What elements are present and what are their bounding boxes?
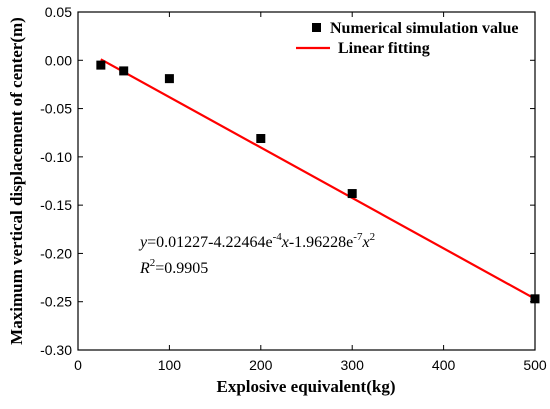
y-tick-label: -0.10	[40, 149, 72, 165]
y-axis-ticks: 0.05 0.00 -0.05 -0.10 -0.15 -0.20 -0.25 -0.30	[40, 4, 535, 358]
x-tick-label: 400	[432, 357, 456, 373]
eq-part1: =0.01227-4.22464e	[147, 234, 272, 251]
y-tick-label: -0.30	[40, 342, 72, 358]
y-tick-label: -0.05	[40, 101, 72, 117]
x-tick-label: 100	[158, 357, 182, 373]
linear-fitting-line	[100, 58, 536, 300]
y-tick-label: 0.05	[45, 4, 72, 20]
legend-label-numerical: Numerical simulation value	[330, 20, 518, 37]
eq-exp3: 2	[370, 231, 376, 243]
eq-x1: x	[281, 234, 289, 251]
y-tick-label: -0.20	[40, 245, 72, 261]
legend: Numerical simulation value Linear fittin…	[296, 20, 518, 57]
x-tick-label: 200	[249, 357, 273, 373]
x-axis-ticks: 0 100 200 300 400 500	[74, 12, 547, 373]
data-point	[347, 189, 357, 199]
x-tick-label: 300	[341, 357, 365, 373]
y-axis-title: Maximum vertical displacement of center(…	[7, 17, 26, 345]
data-point	[530, 294, 540, 304]
data-point	[164, 74, 174, 84]
x-tick-label: 500	[523, 357, 547, 373]
eq-exp1: -4	[273, 231, 283, 243]
x-tick-label: 0	[74, 357, 82, 373]
data-point	[256, 134, 266, 144]
eq-part2: -1.96228e	[289, 234, 353, 251]
y-tick-label: -0.15	[40, 197, 72, 213]
plot-frame	[77, 11, 536, 351]
y-tick-label: 0.00	[45, 52, 72, 68]
x-axis-title: Explosive equivalent(kg)	[217, 377, 396, 396]
numerical-simulation-markers	[96, 60, 540, 304]
r2-r: R	[139, 260, 150, 277]
r2-value: =0.9905	[155, 260, 208, 277]
data-point	[96, 60, 106, 70]
eq-y: y	[138, 234, 148, 251]
r-squared: R2=0.9905	[139, 257, 208, 277]
data-point	[119, 66, 129, 76]
r2-exp: 2	[150, 257, 156, 269]
eq-exp2: -7	[353, 231, 363, 243]
legend-marker-square	[312, 23, 321, 32]
eq-x2: x	[361, 234, 369, 251]
legend-label-fitting: Linear fitting	[338, 40, 430, 57]
fit-equation: y=0.01227-4.22464e-4x-1.96228e-7x2	[138, 231, 375, 251]
y-tick-label: -0.25	[40, 294, 72, 310]
